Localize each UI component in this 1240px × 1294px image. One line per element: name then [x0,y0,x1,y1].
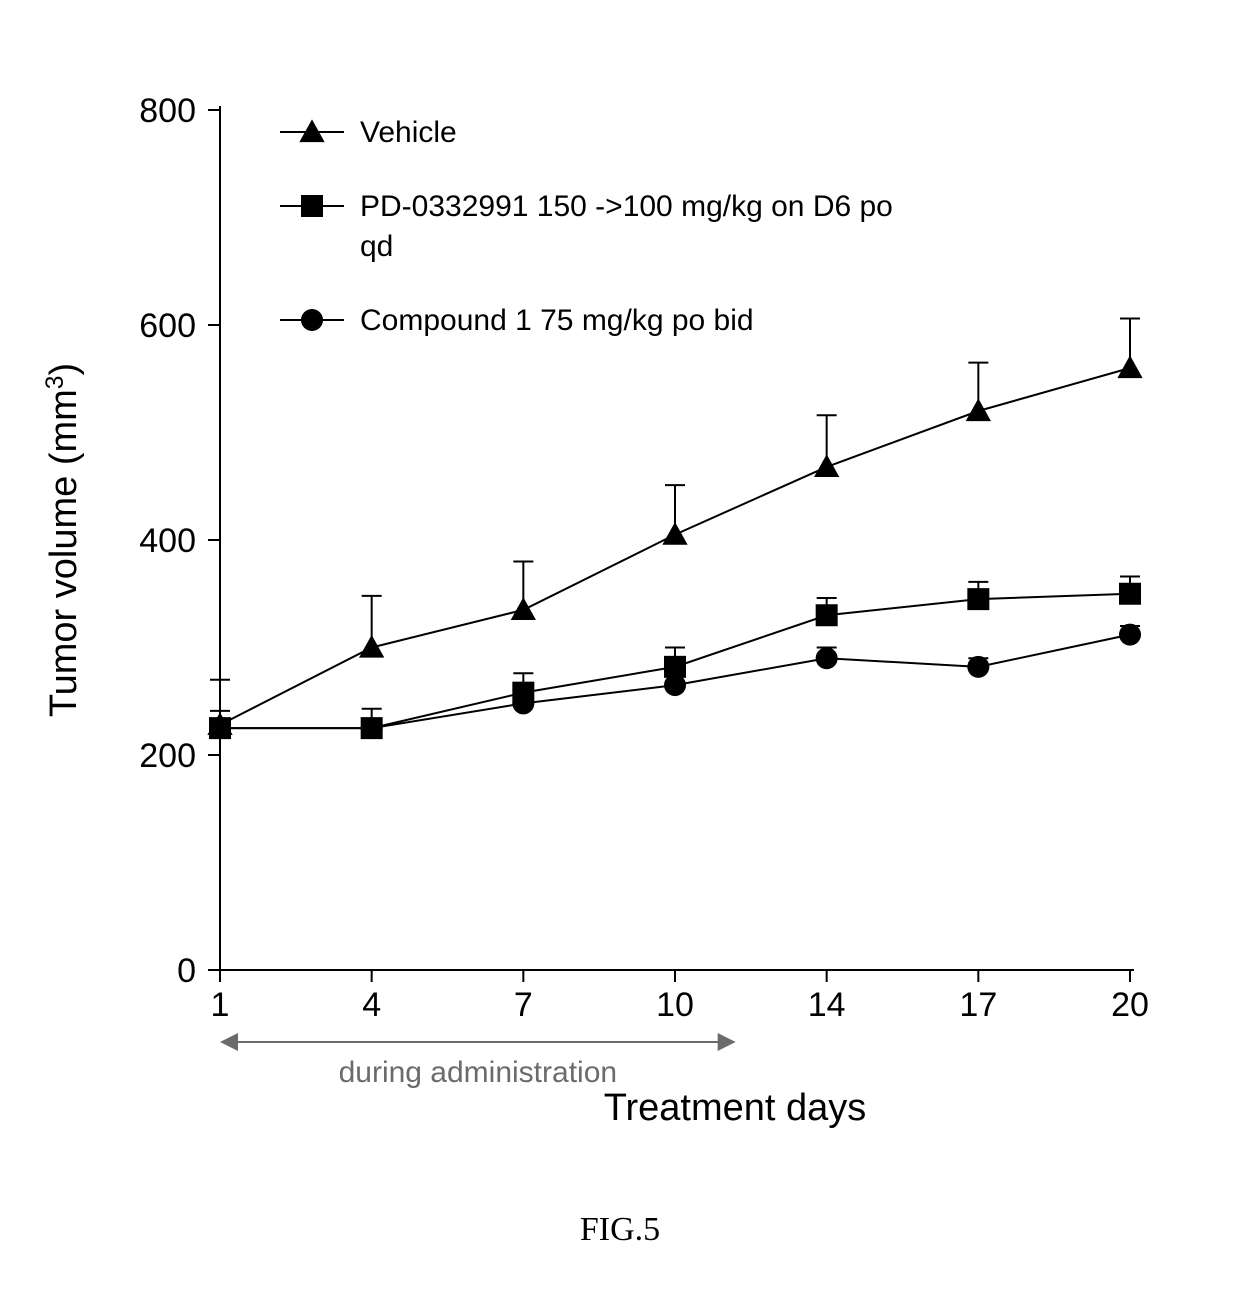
series-compound-1 [209,624,1141,740]
triangle-marker-icon [662,522,687,545]
y-tick-label: 400 [139,522,196,560]
triangle-marker-icon [1117,355,1142,378]
annotation-arrow-left [220,1033,238,1051]
x-tick-label: 20 [1111,986,1149,1024]
x-axis-label: Treatment days [604,1087,867,1129]
circle-marker-icon [816,647,838,669]
triangle-marker-icon [511,597,536,620]
legend-label: Compound 1 75 mg/kg po bid [360,304,754,337]
x-tick-label: 4 [362,986,381,1024]
x-tick-label: 17 [959,986,997,1024]
circle-marker-icon [209,717,231,739]
square-marker-icon [1119,583,1141,605]
x-tick-label: 1 [211,986,230,1024]
triangle-marker-icon [814,454,839,477]
x-tick-label: 10 [656,986,694,1024]
figure-container: 020040060080014710141720Tumor volume (mm… [0,0,1240,1294]
y-tick-label: 600 [139,307,196,345]
circle-marker-icon [1119,624,1141,646]
triangle-marker-icon [966,398,991,421]
square-marker-icon [301,195,323,217]
square-marker-icon [967,588,989,610]
x-tick-label: 7 [514,986,533,1024]
chart-svg: 020040060080014710141720Tumor volume (mm… [0,0,1240,1294]
circle-marker-icon [301,309,323,331]
x-tick-label: 14 [808,986,846,1024]
circle-marker-icon [361,717,383,739]
circle-marker-icon [664,674,686,696]
annotation-arrow-right [718,1033,736,1051]
figure-caption: FIG.5 [580,1211,660,1248]
y-axis-label: Tumor volume (mm3) [42,363,86,717]
y-tick-label: 800 [139,92,196,130]
circle-marker-icon [512,692,534,714]
circle-marker-icon [967,656,989,678]
y-tick-label: 0 [177,952,196,990]
legend-label: PD-0332991 150 ->100 mg/kg on D6 po [360,190,893,223]
y-tick-label: 200 [139,737,196,775]
triangle-marker-icon [299,119,324,142]
annotation-text: during administration [339,1056,617,1089]
square-marker-icon [816,604,838,626]
legend-label: Vehicle [360,116,457,149]
legend-label-line2: qd [360,230,393,263]
series-pd-0332991 [209,577,1141,740]
legend: Vehicle PD-0332991 150 ->100 mg/kg on D6 … [280,116,893,337]
